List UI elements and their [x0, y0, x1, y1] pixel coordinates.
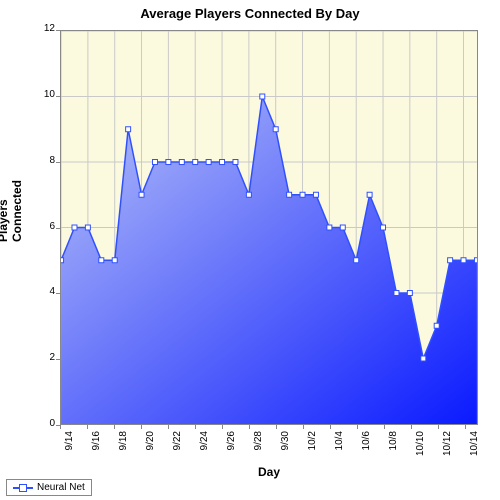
y-tick-label: 6	[25, 221, 55, 232]
y-tick-label: 12	[25, 23, 55, 34]
y-tick-label: 8	[25, 155, 55, 166]
legend-swatch	[13, 483, 33, 493]
y-axis-label: Players Connected	[0, 222, 24, 242]
y-tick-label: 2	[25, 352, 55, 363]
plot-area	[60, 30, 478, 425]
chart-svg	[61, 31, 477, 424]
x-tick-label: 9/24	[199, 431, 210, 471]
x-tick-label: 10/10	[415, 431, 426, 471]
x-tick-label: 9/22	[172, 431, 183, 471]
x-tick-label: 9/14	[64, 431, 75, 471]
x-tick-label: 9/18	[118, 431, 129, 471]
x-tick-label: 10/8	[388, 431, 399, 471]
x-tick-label: 10/2	[307, 431, 318, 471]
x-tick-label: 10/6	[361, 431, 372, 471]
legend: Neural Net	[6, 479, 92, 496]
x-tick-label: 10/12	[442, 431, 453, 471]
x-tick-label: 10/4	[334, 431, 345, 471]
y-tick-label: 10	[25, 89, 55, 100]
legend-label: Neural Net	[37, 482, 85, 493]
chart-title: Average Players Connected By Day	[0, 6, 500, 21]
x-tick-label: 9/26	[226, 431, 237, 471]
x-tick-label: 9/30	[280, 431, 291, 471]
chart-container: Average Players Connected By Day Players…	[0, 0, 500, 500]
x-tick-label: 10/14	[469, 431, 480, 471]
x-tick-label: 9/16	[91, 431, 102, 471]
y-tick-label: 0	[25, 418, 55, 429]
y-tick-label: 4	[25, 286, 55, 297]
x-tick-label: 9/20	[145, 431, 156, 471]
x-tick-label: 9/28	[253, 431, 264, 471]
